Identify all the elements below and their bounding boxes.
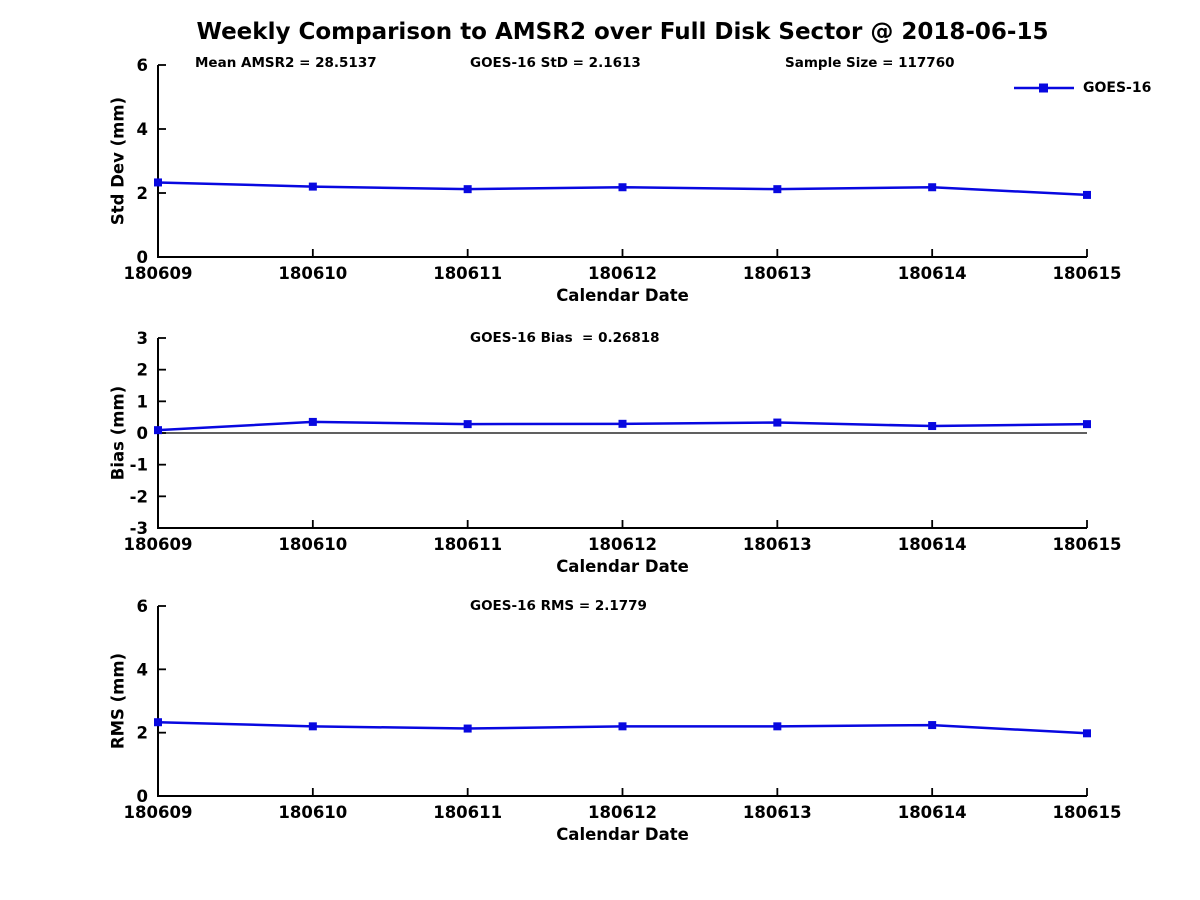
data-point-marker [928, 183, 937, 192]
x-tick-label: 180613 [743, 264, 812, 283]
data-point-marker [618, 183, 627, 192]
x-tick-label: 180614 [898, 264, 967, 283]
data-point-marker [154, 718, 162, 727]
x-tick-label: 180614 [898, 535, 967, 554]
data-point-marker [308, 417, 317, 426]
x-tick-label: 180609 [124, 803, 193, 822]
data-point-marker [463, 724, 472, 733]
x-tick-label: 180611 [433, 803, 502, 822]
x-tick-label: 180609 [124, 535, 193, 554]
data-point-marker [773, 722, 782, 731]
y-tick-label: 2 [137, 184, 148, 203]
annotation-mean-amsr2: Mean AMSR2 = 28.5137 [195, 55, 377, 71]
data-point-marker [154, 426, 162, 435]
data-point-marker [1083, 190, 1091, 199]
y-tick-label: -2 [130, 487, 148, 506]
x-tick-label: 180615 [1053, 535, 1122, 554]
x-axis-label-stddev: Calendar Date [556, 286, 689, 305]
plot-bias: -3 -2 -1 0 1 2 3 180609 180610 180611 180612 180613… [124, 329, 1122, 554]
y-tick-label: -1 [130, 456, 148, 475]
x-axis-label-rms: Calendar Date [556, 825, 689, 844]
data-point-marker [308, 182, 317, 191]
y-tick-label: 6 [137, 597, 148, 616]
y-axis-label-stddev: Std Dev (mm) [108, 96, 128, 226]
data-point-marker [463, 420, 472, 429]
x-tick-label: 180612 [588, 803, 657, 822]
y-tick-label: -3 [130, 519, 148, 538]
x-tick-label: 180609 [124, 264, 193, 283]
x-tick-label: 180611 [433, 535, 502, 554]
plot-stddev: 0 2 4 6 180609 180610 180611 180612 180613 180614… [124, 56, 1122, 283]
data-point-marker [308, 722, 317, 731]
y-tick-label: 3 [137, 329, 148, 348]
x-tick-label: 180610 [278, 264, 347, 283]
annotation-goes16-std: GOES-16 StD = 2.1613 [470, 55, 641, 71]
y-axis-label-rms: RMS (mm) [108, 652, 128, 750]
y-tick-label: 6 [137, 56, 148, 75]
x-tick-label: 180615 [1053, 803, 1122, 822]
x-tick-label: 180612 [588, 535, 657, 554]
annotation-goes16-bias: GOES-16 Bias = 0.26818 [470, 330, 660, 346]
x-tick-label: 180614 [898, 803, 967, 822]
x-axis-label-bias: Calendar Date [556, 557, 689, 576]
legend-line-marker-icon [1014, 83, 1074, 93]
data-point-marker [618, 722, 627, 731]
x-tick-label: 180610 [278, 535, 347, 554]
axis-line [157, 65, 1087, 258]
x-tick-label: 180611 [433, 264, 502, 283]
data-point-marker [618, 419, 627, 428]
annotation-sample-size: Sample Size = 117760 [785, 55, 955, 71]
data-point-marker [928, 721, 937, 730]
data-point-marker [463, 185, 472, 194]
x-tick-label: 180610 [278, 803, 347, 822]
y-axis-label-bias: Bias (mm) [108, 385, 128, 481]
figure-title: Weekly Comparison to AMSR2 over Full Dis… [196, 19, 1049, 45]
legend: GOES-16 [1012, 80, 1151, 96]
axis-line [157, 606, 1087, 797]
x-tick-label: 180613 [743, 535, 812, 554]
data-point-marker [773, 185, 782, 194]
y-tick-label: 4 [137, 660, 148, 679]
data-point-marker [154, 178, 162, 187]
x-tick-label: 180612 [588, 264, 657, 283]
annotation-goes16-rms: GOES-16 RMS = 2.1779 [470, 598, 647, 614]
x-tick-label: 180615 [1053, 264, 1122, 283]
plot-rms: 0 2 4 6 180609 180610 180611 180612 180613 180614… [124, 597, 1122, 822]
y-tick-label: 1 [137, 392, 148, 411]
y-tick-label: 0 [137, 424, 148, 443]
y-tick-label: 2 [137, 724, 148, 743]
y-tick-label: 4 [137, 120, 148, 139]
y-tick-label: 0 [137, 248, 148, 267]
data-point-marker [1083, 420, 1091, 429]
data-point-marker [773, 418, 782, 427]
x-tick-label: 180613 [743, 803, 812, 822]
legend-label: GOES-16 [1083, 80, 1152, 96]
y-tick-label: 2 [137, 361, 148, 380]
y-tick-label: 0 [137, 787, 148, 806]
data-point-marker [928, 422, 937, 431]
data-point-marker [1083, 729, 1091, 738]
